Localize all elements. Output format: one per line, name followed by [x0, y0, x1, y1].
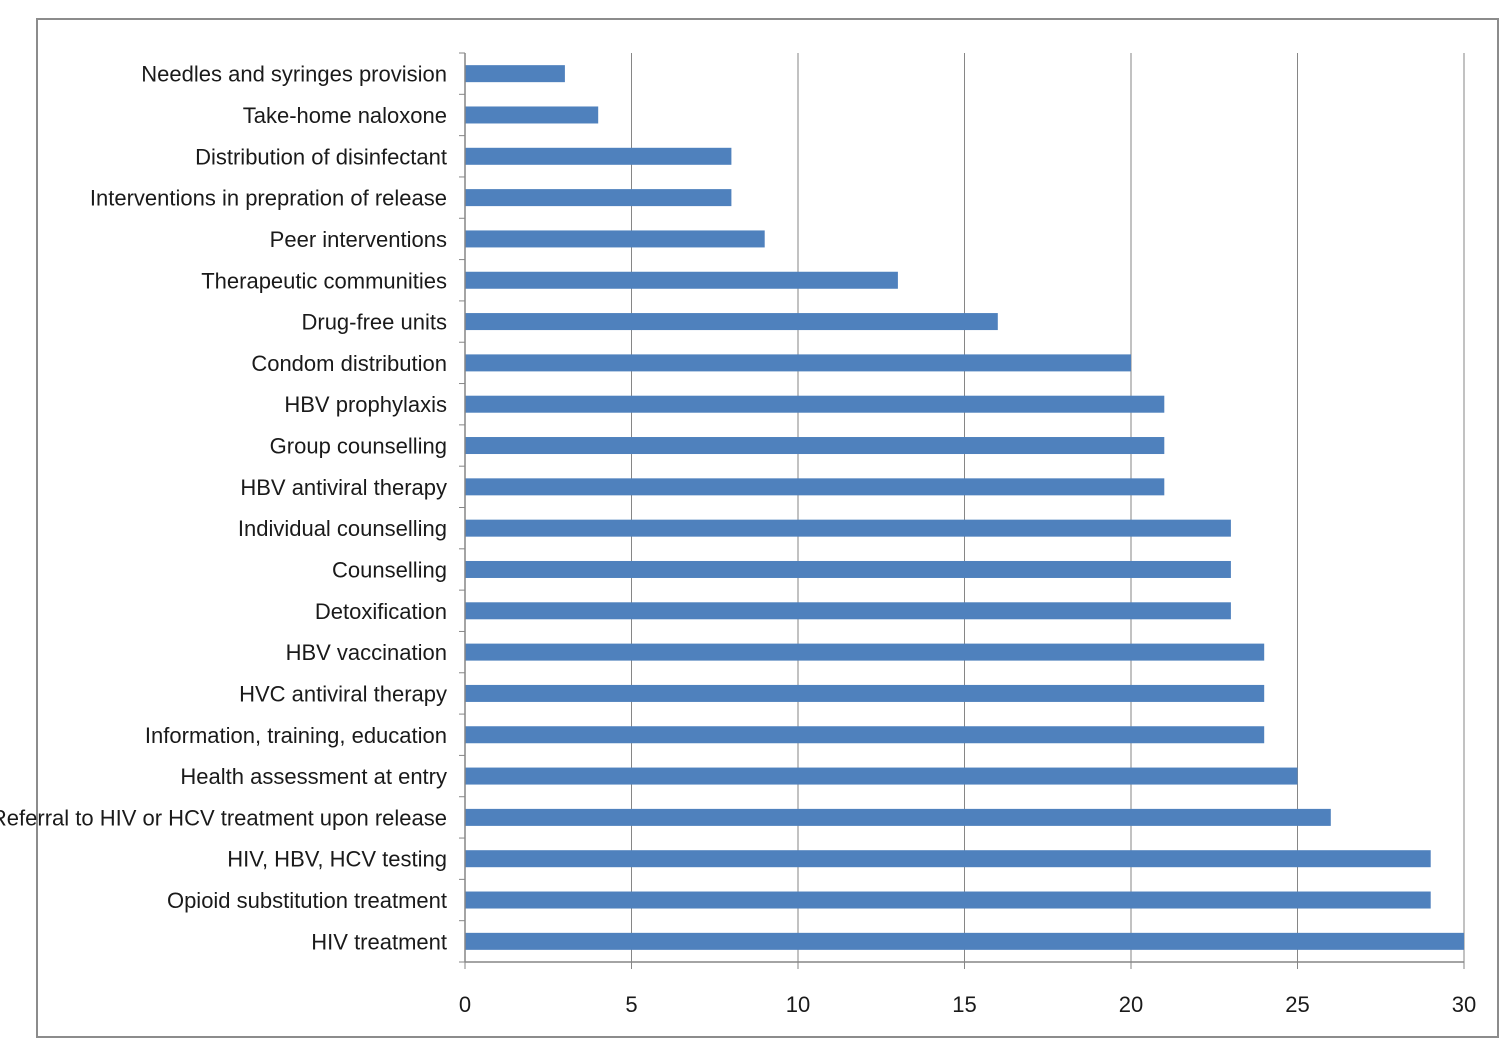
axes: [459, 52, 1465, 969]
x-tick-label: 30: [1452, 992, 1476, 1017]
category-label: Information, training, education: [145, 723, 447, 748]
x-tick-label: 25: [1285, 992, 1309, 1017]
bar: [465, 189, 732, 207]
x-tick-label: 10: [786, 992, 810, 1017]
bar: [465, 684, 1265, 702]
bar: [465, 560, 1231, 578]
bar: [465, 932, 1464, 950]
category-label: Individual counselling: [238, 516, 447, 541]
category-label: HIV, HBV, HCV testing: [227, 847, 447, 872]
bar: [465, 726, 1265, 744]
category-label: Therapeutic communities: [201, 268, 447, 293]
bars: [465, 65, 1464, 950]
category-label: HBV prophylaxis: [284, 392, 447, 417]
bar: [465, 437, 1165, 455]
bar: [465, 230, 765, 248]
category-label: Needles and syringes provision: [141, 62, 447, 87]
bar: [465, 643, 1265, 661]
bar: [465, 354, 1131, 372]
category-label: Condom distribution: [251, 351, 447, 376]
bar: [465, 891, 1431, 909]
category-label: HIV treatment: [311, 929, 447, 954]
category-label: Referral to HIV or HCV treatment upon re…: [0, 805, 447, 830]
bar: [465, 808, 1331, 826]
bar: [465, 106, 599, 124]
category-label: Opioid substitution treatment: [167, 888, 447, 913]
x-tick-label: 15: [952, 992, 976, 1017]
category-label: Group counselling: [270, 434, 447, 459]
category-label: Drug-free units: [301, 310, 447, 335]
category-label: Distribution of disinfectant: [195, 144, 447, 169]
bar: [465, 395, 1165, 413]
tick-labels: 0 5 10 15 20 25 30: [459, 992, 1476, 1017]
category-label: Health assessment at entry: [180, 764, 447, 789]
category-label: Take-home naloxone: [243, 103, 447, 128]
bar: [465, 519, 1231, 537]
bar: [465, 65, 565, 83]
category-label: HBV antiviral therapy: [240, 475, 447, 500]
x-tick-label: 0: [459, 992, 471, 1017]
bar: [465, 147, 732, 165]
x-tick-label: 20: [1119, 992, 1143, 1017]
bar: [465, 271, 898, 289]
bar: [465, 602, 1231, 620]
bar: [465, 850, 1431, 868]
category-label: HVC antiviral therapy: [239, 681, 447, 706]
category-label: HBV vaccination: [286, 640, 447, 665]
category-label: Detoxification: [315, 599, 447, 624]
category-labels: Needles and syringes provision Take-home …: [0, 62, 447, 955]
category-label: Peer interventions: [270, 227, 447, 252]
category-label: Counselling: [332, 557, 447, 582]
x-tick-label: 5: [625, 992, 637, 1017]
bar: [465, 767, 1298, 785]
bar: [465, 313, 998, 331]
category-label: Interventions in prepration of release: [90, 186, 447, 211]
bar: [465, 478, 1165, 496]
